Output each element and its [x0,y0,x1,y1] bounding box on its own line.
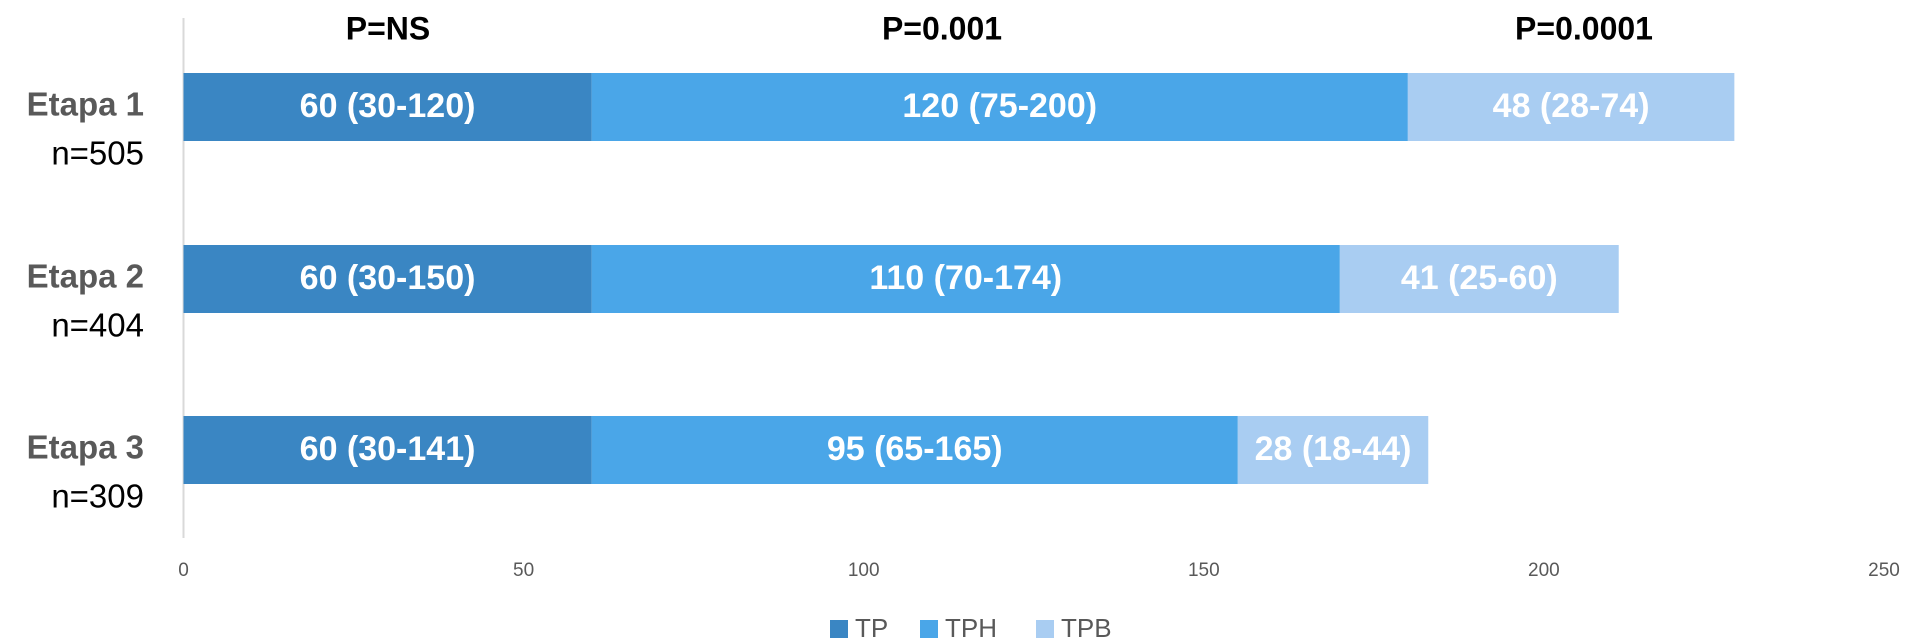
value-label: 120 (75-200) [902,87,1097,125]
bar-segment [183,73,592,141]
category-label: Etapa 1 [27,86,144,123]
bar-segment [1339,245,1619,313]
legend-label: TPH [945,613,997,643]
bar-segment [591,416,1238,484]
legend-swatch [920,620,938,638]
value-label: 60 (30-150) [300,259,476,297]
value-label: 48 (28-74) [1493,87,1650,125]
x-tick-label: 0 [178,560,189,581]
bar-segment [183,416,592,484]
legend-label: TPB [1061,613,1112,643]
x-tick-label: 200 [1528,560,1560,581]
category-sublabel: n=309 [51,478,144,515]
x-tick-label: 100 [848,560,880,581]
annotation: P=0.001 [882,10,1002,46]
legend-swatch [1036,620,1054,638]
annotation: P=NS [346,10,430,46]
bar-segment [183,245,592,313]
bar-segment [591,73,1408,141]
value-label: 110 (70-174) [869,259,1062,297]
x-tick-label: 50 [513,560,534,581]
value-label: 60 (30-120) [300,87,476,125]
x-tick-label: 150 [1188,560,1220,581]
annotation: P=0.0001 [1515,10,1653,46]
value-label: 95 (65-165) [827,430,1003,468]
bar-segment [591,245,1340,313]
bar-segment [1407,73,1735,141]
value-label: 60 (30-141) [300,430,476,468]
category-label: Etapa 2 [27,258,144,295]
bar-segment [1237,416,1429,484]
category-sublabel: n=505 [51,135,144,172]
category-label: Etapa 3 [27,429,144,466]
legend-swatch [830,620,848,638]
x-tick-label: 250 [1868,560,1900,581]
value-label: 41 (25-60) [1401,259,1558,297]
category-sublabel: n=404 [51,307,144,344]
value-label: 28 (18-44) [1255,430,1412,468]
legend-label: TP [855,613,888,643]
